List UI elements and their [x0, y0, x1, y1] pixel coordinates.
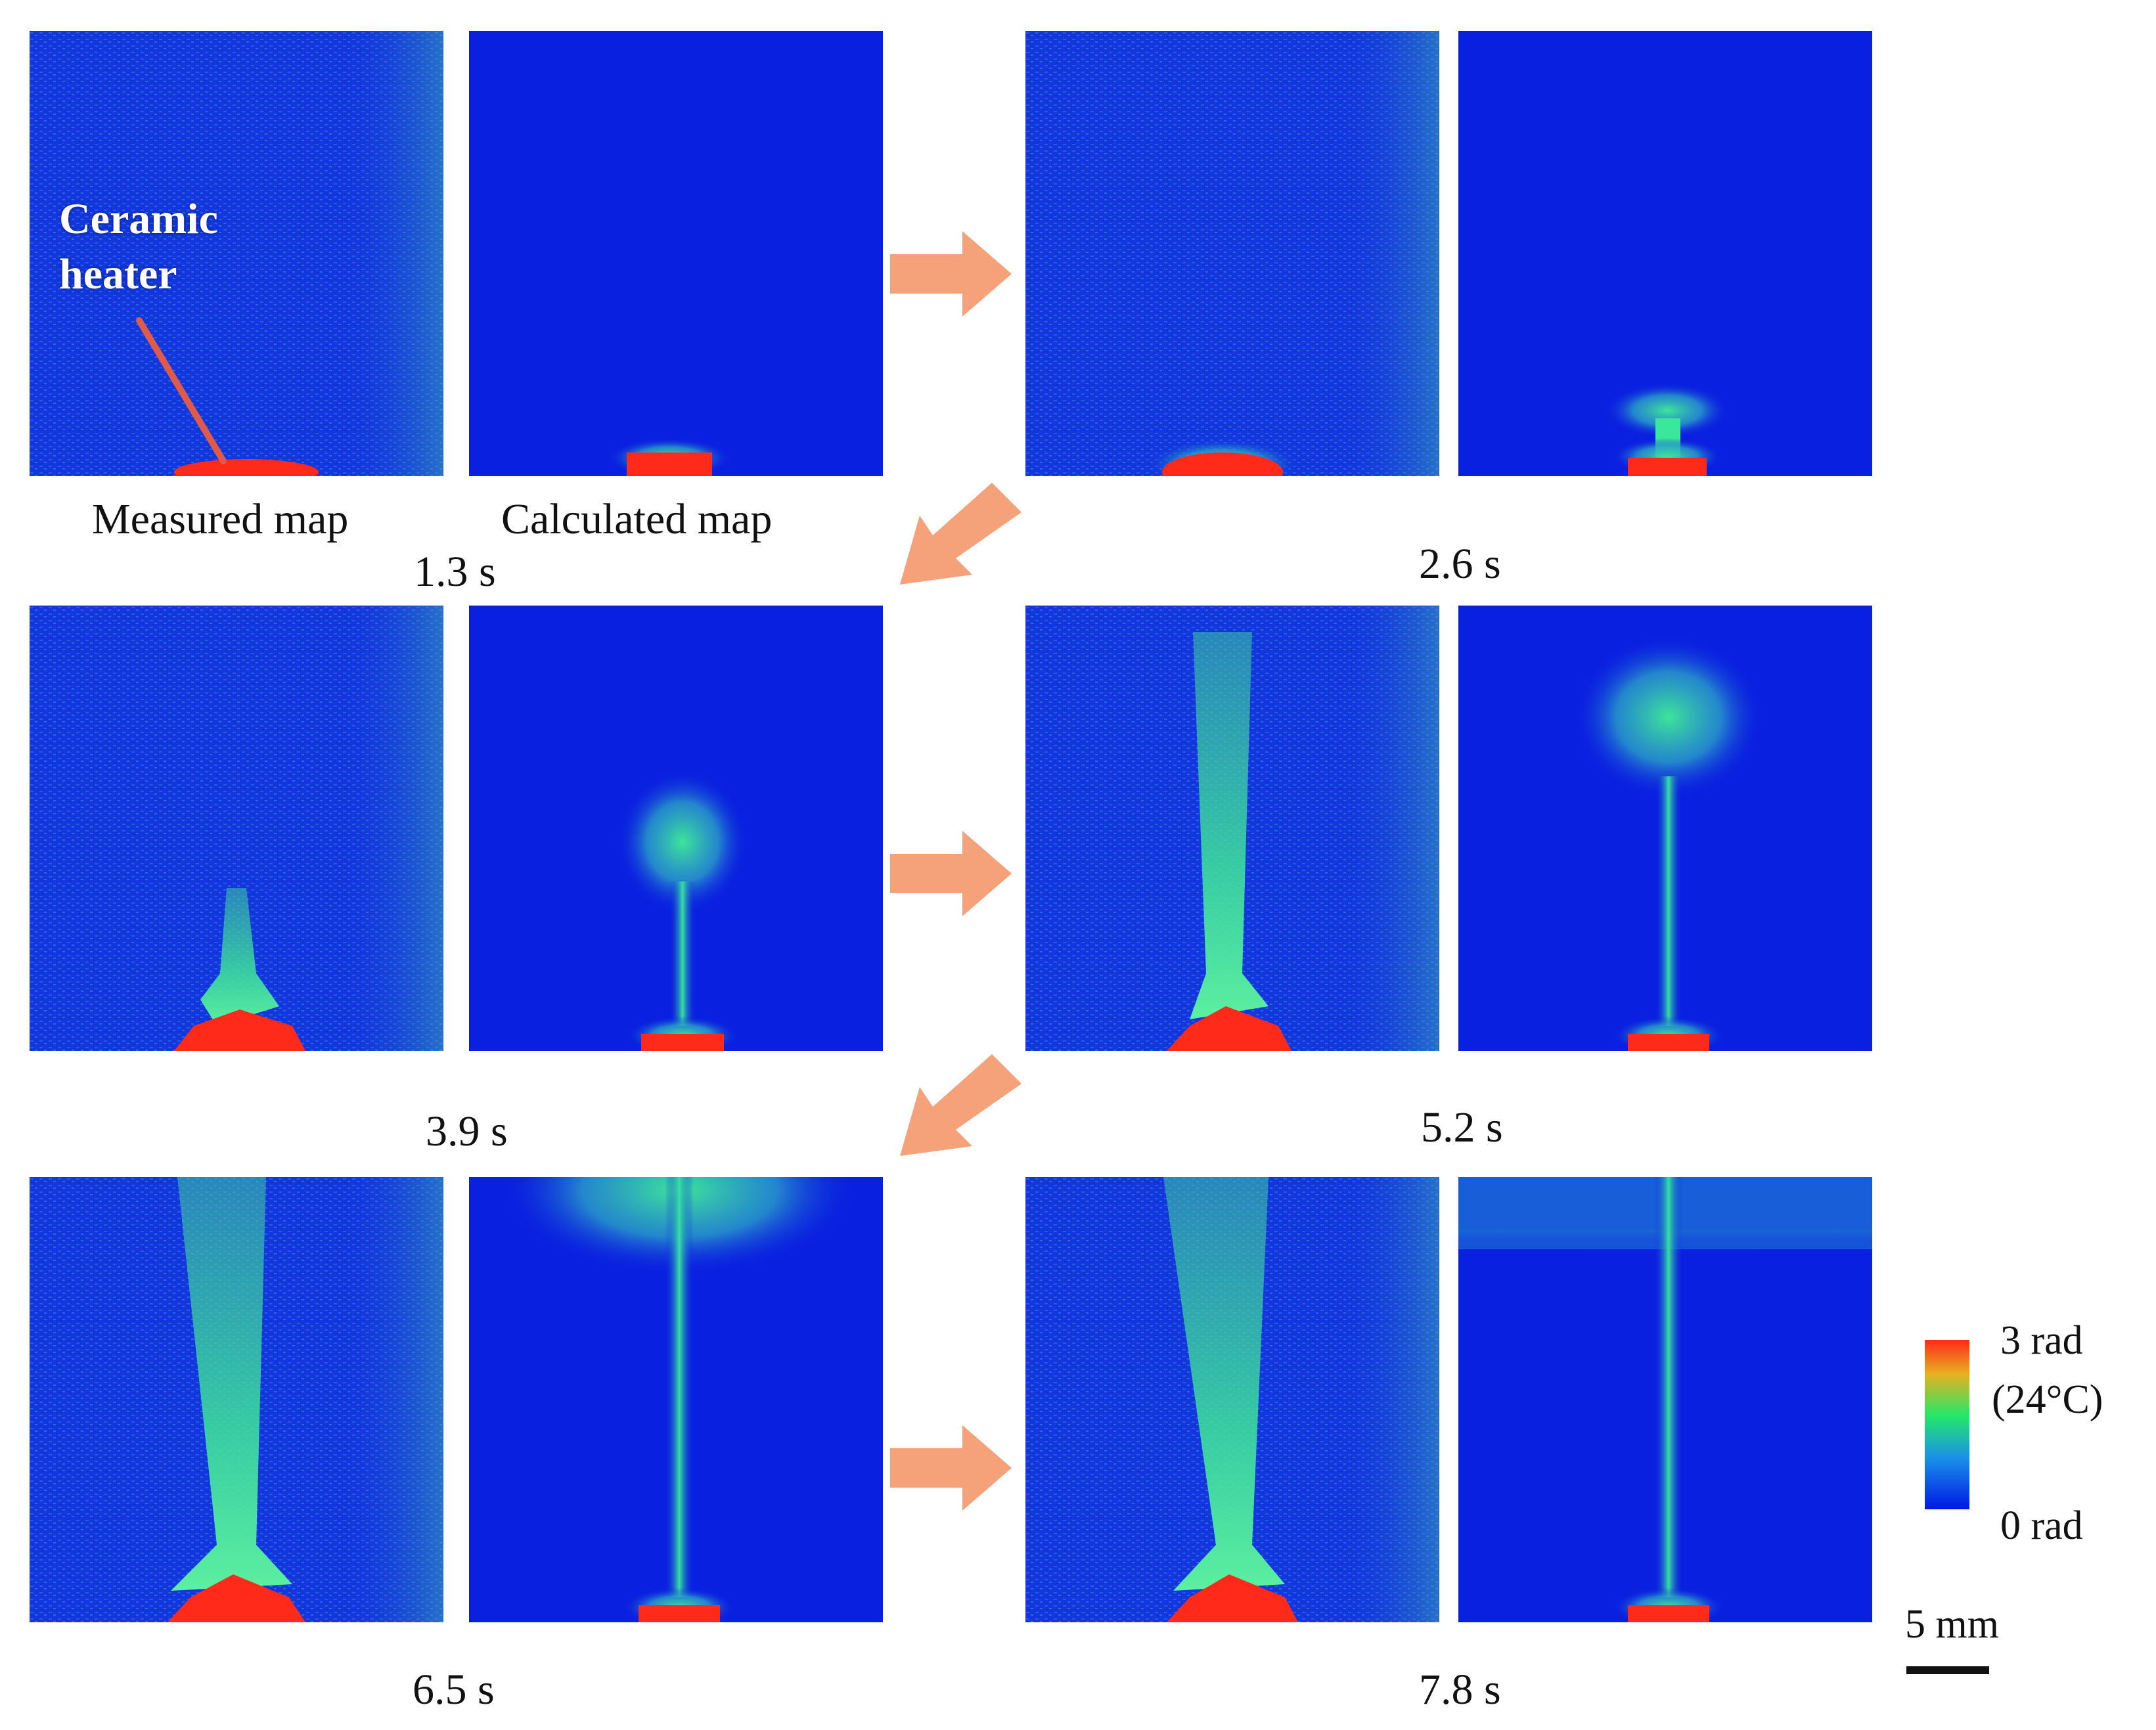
time-label-4: 5.2 s [1421, 1103, 1503, 1151]
measured-map-7-8s [1025, 1177, 1439, 1622]
calculated-map-image [469, 1177, 883, 1622]
colorbar [1925, 1340, 1969, 1509]
annotation-line1: Ceramic [59, 195, 218, 243]
time-label-2: 2.6 s [1419, 540, 1501, 588]
measured-map-1-3s [30, 31, 443, 476]
measured-map-image [30, 31, 443, 476]
arrow-down-left-icon [900, 483, 1022, 585]
calculated-map-7-8s [1458, 1177, 1872, 1622]
colorbar-min-label: 0 rad [2000, 1503, 2083, 1548]
colorbar-max-label: 3 rad [2000, 1318, 2083, 1363]
time-label-1: 1.3 s [414, 548, 496, 596]
calculated-map-image [469, 606, 883, 1051]
calculated-map-6-5s [469, 1177, 883, 1622]
calculated-map-1-3s [469, 31, 883, 476]
calculated-map-image [1458, 606, 1872, 1051]
measured-map-5-2s [1025, 606, 1439, 1051]
measured-map-image [30, 606, 443, 1051]
time-label-5: 6.5 s [413, 1666, 495, 1714]
scale-bar [1906, 1666, 1989, 1674]
measured-map-image [30, 1177, 443, 1622]
calculated-map-image [469, 31, 883, 476]
ceramic-heater-annotation: Ceramic heater [59, 192, 218, 303]
time-label-6: 7.8 s [1419, 1666, 1501, 1714]
time-label-3: 3.9 s [426, 1107, 508, 1155]
arrow-right-icon [890, 831, 1012, 916]
calculated-map-2-6s [1458, 31, 1872, 476]
measured-map-image [1025, 31, 1439, 476]
scale-bar-label: 5 mm [1905, 1602, 1999, 1647]
calculated-map-3-9s [469, 606, 883, 1051]
measured-map-2-6s [1025, 31, 1439, 476]
measured-map-image [1025, 1177, 1439, 1622]
arrow-right-icon [890, 1425, 1012, 1511]
measured-map-6-5s [30, 1177, 443, 1622]
calculated-map-label: Calculated map [501, 495, 773, 543]
calculated-map-image [1458, 31, 1872, 476]
calculated-map-5-2s [1458, 606, 1872, 1051]
colorbar-temp-label: (24°C) [1992, 1377, 2103, 1422]
calculated-map-image [1458, 1177, 1872, 1622]
arrow-down-left-icon [900, 1054, 1022, 1156]
arrow-right-icon [890, 231, 1012, 317]
measured-map-3-9s [30, 606, 443, 1051]
annotation-line2: heater [59, 250, 177, 299]
measured-map-label: Measured map [92, 495, 349, 543]
heater-pointer-line [136, 317, 227, 464]
measured-map-image [1025, 606, 1439, 1051]
